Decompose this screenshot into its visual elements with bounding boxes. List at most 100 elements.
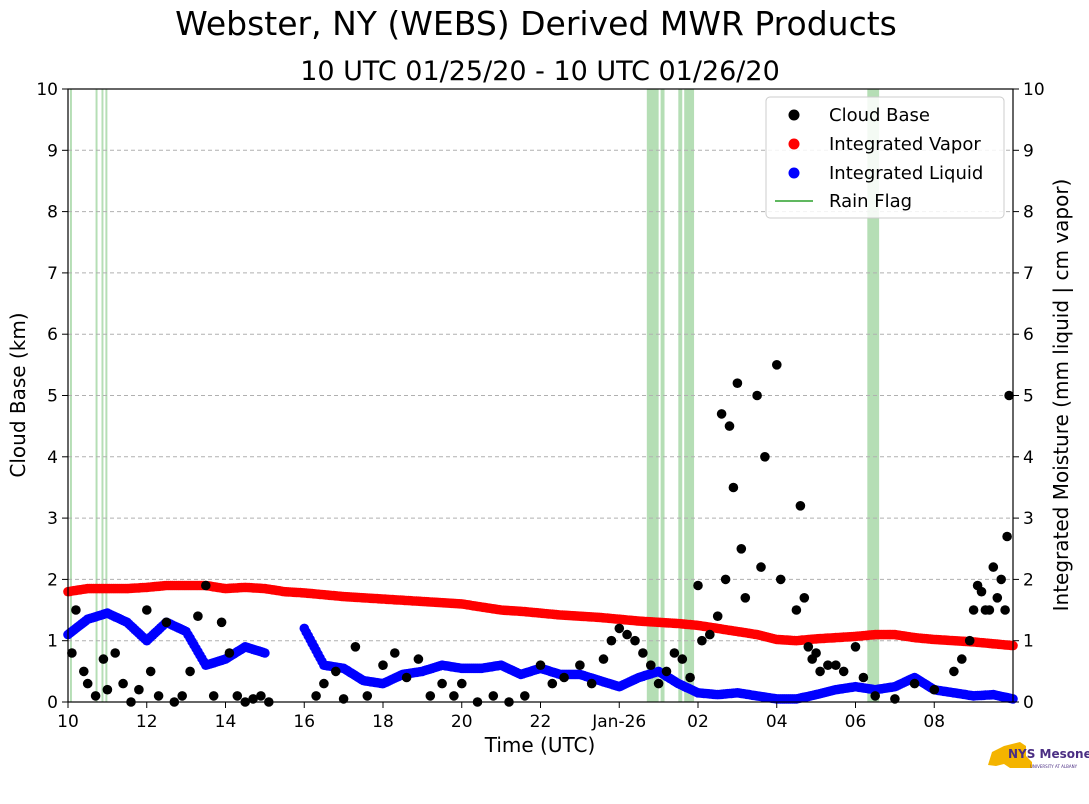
- data-point: [760, 452, 770, 462]
- y-tick-label: 4: [47, 448, 58, 468]
- data-point: [736, 544, 747, 554]
- data-point: [815, 666, 825, 677]
- logo-text: NYS Mesonet: [1008, 747, 1089, 761]
- y-tick-label: 8: [47, 203, 58, 223]
- data-point: [559, 672, 569, 683]
- data-point: [177, 691, 187, 701]
- y2-tick-label: 8: [1023, 203, 1034, 223]
- data-point: [929, 684, 940, 695]
- data-point: [949, 666, 959, 677]
- data-point: [118, 678, 128, 689]
- data-point: [728, 482, 739, 493]
- data-point: [488, 691, 499, 701]
- data-point: [1000, 605, 1010, 615]
- data-point: [256, 691, 266, 701]
- data-point: [838, 666, 849, 677]
- data-point: [90, 691, 101, 701]
- nys-mesonet-logo: NYS Mesonet UNIVERSITY AT ALBANY: [988, 742, 1089, 769]
- data-point: [161, 617, 172, 628]
- data-point: [362, 691, 373, 701]
- legend-cloud-base: Cloud Base: [829, 105, 930, 126]
- data-point: [823, 660, 833, 670]
- y2-tick-label: 5: [1023, 387, 1034, 407]
- data-point: [622, 629, 632, 640]
- data-point: [716, 409, 727, 419]
- integrated-vapor-series: [63, 580, 1018, 651]
- data-point: [772, 360, 782, 370]
- data-point: [201, 580, 211, 591]
- y2-axis-label: Integrated Moisture (mm liquid | cm vapo…: [1049, 179, 1073, 612]
- data-point: [646, 660, 656, 670]
- y-tick-label: 9: [47, 141, 58, 161]
- legend-integrated-liquid: Integrated Liquid: [829, 163, 983, 184]
- legend-integrated-vapor: Integrated Vapor: [829, 134, 981, 155]
- y2-tick-label: 9: [1023, 141, 1034, 161]
- data-point: [82, 678, 93, 689]
- data-point: [331, 666, 341, 677]
- data-point: [661, 666, 672, 677]
- data-point: [71, 605, 81, 615]
- y2-tick-label: 3: [1023, 509, 1034, 529]
- data-point: [390, 648, 400, 658]
- data-point: [653, 678, 664, 689]
- integrated-liquid-series: [63, 608, 1018, 704]
- x-tick-label: 12: [136, 712, 158, 732]
- data-point: [145, 666, 156, 677]
- y2-tick-label: 0: [1023, 693, 1034, 713]
- data-point: [425, 691, 436, 701]
- data-point: [669, 648, 680, 658]
- data-point: [535, 660, 546, 670]
- data-point: [520, 691, 530, 701]
- y2-tick-label: 7: [1023, 264, 1034, 284]
- data-point: [153, 691, 164, 701]
- y-axis-ticks: 0 1 2 3 4 5 6 7 8 9 10: [36, 80, 68, 713]
- data-point: [606, 635, 617, 646]
- y-tick-label: 5: [47, 387, 58, 407]
- data-point: [208, 691, 219, 701]
- y-tick-label: 1: [47, 632, 58, 652]
- rain-flag-band: [101, 89, 104, 702]
- y2-tick-label: 2: [1023, 570, 1034, 590]
- legend-cloud-base-marker: [788, 109, 800, 121]
- data-point: [957, 654, 967, 664]
- data-point: [614, 623, 625, 634]
- data-point: [976, 586, 987, 597]
- data-point: [413, 654, 424, 664]
- x-tick-label: 16: [293, 712, 315, 732]
- data-point: [110, 648, 120, 658]
- y2-tick-label: 6: [1023, 325, 1034, 345]
- rain-flag-band: [684, 89, 695, 702]
- y2-tick-label: 10: [1023, 80, 1045, 100]
- y2-axis-ticks: 0 1 2 3 4 5 6 7 8 9 10: [1013, 80, 1045, 713]
- data-point: [964, 635, 975, 646]
- data-point: [693, 580, 703, 591]
- x-tick-label: 08: [923, 712, 945, 732]
- data-point: [996, 574, 1006, 585]
- data-point: [547, 678, 558, 689]
- data-point: [685, 672, 695, 683]
- data-point: [811, 648, 821, 658]
- data-point: [586, 678, 597, 689]
- data-point: [338, 694, 349, 704]
- data-point: [791, 605, 802, 615]
- data-point: [740, 593, 751, 603]
- data-point: [102, 684, 113, 695]
- legend-box: [765, 96, 1005, 219]
- data-point: [988, 562, 999, 572]
- x-tick-label: 04: [766, 712, 788, 732]
- chart-subtitle: 10 UTC 01/25/20 - 10 UTC 01/26/20: [300, 56, 780, 87]
- data-point: [850, 642, 861, 652]
- data-point: [98, 654, 109, 664]
- data-point: [992, 593, 1003, 603]
- legend: Cloud Base Integrated Vapor Integrated L…: [765, 96, 1005, 219]
- legend-rain-flag: Rain Flag: [829, 191, 912, 212]
- data-point: [984, 605, 995, 615]
- grid-lines: [68, 149, 1013, 642]
- x-tick-label: 22: [530, 712, 552, 732]
- x-tick-label: 10: [57, 712, 79, 732]
- y-tick-label: 10: [36, 80, 58, 100]
- rain-flag-band: [660, 89, 665, 702]
- y2-tick-label: 4: [1023, 448, 1034, 468]
- y-tick-label: 2: [47, 570, 58, 590]
